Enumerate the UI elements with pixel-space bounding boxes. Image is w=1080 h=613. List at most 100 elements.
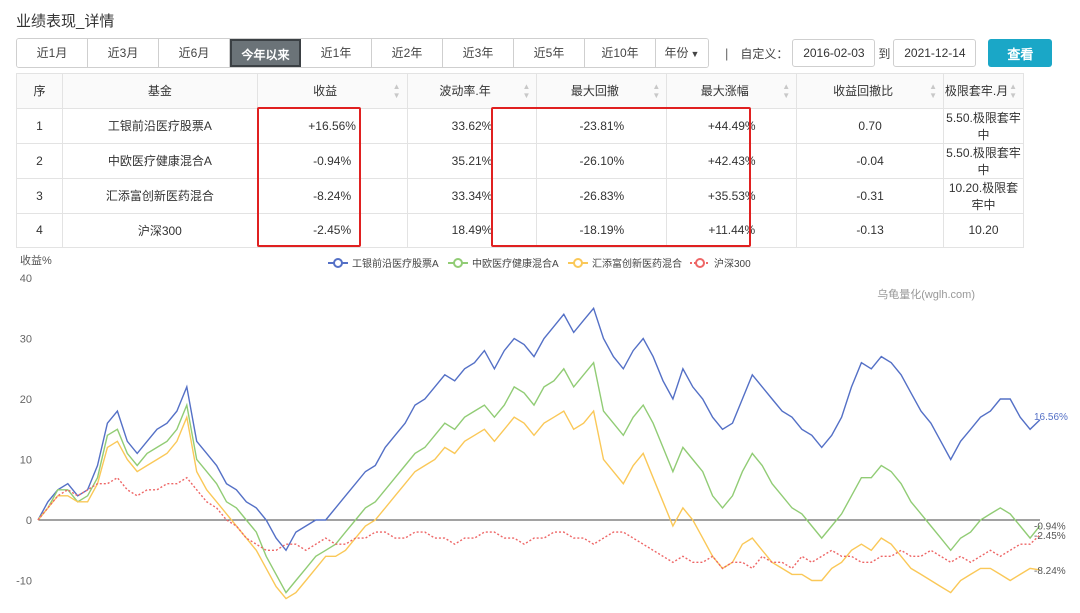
legend-entry: 中欧医疗健康混合A: [472, 257, 559, 270]
period-ytd-button[interactable]: 今年以来: [230, 39, 301, 67]
ratio-cell: 0.70: [796, 107, 945, 144]
fund-link[interactable]: 工银前沿医疗股票A: [61, 107, 258, 144]
sort-icon[interactable]: ▲ ▼: [392, 81, 401, 100]
col-max-gain-header[interactable]: 最大涨幅 ▲ ▼: [666, 73, 798, 109]
max-gain-cell: +42.43%: [666, 142, 798, 179]
legend-swatch-marker: [695, 258, 705, 268]
col-trap-header[interactable]: 极限套牢.月 ▲ ▼: [943, 73, 1024, 109]
watermark: 乌龟量化(wglh.com): [877, 287, 975, 301]
return-cell: -8.24%: [256, 177, 408, 214]
trap-cell: 10.20.极限套牢中: [943, 177, 1024, 214]
col-trap-label: 极限套牢.月: [944, 83, 1009, 98]
ratio-cell: -0.04: [796, 142, 945, 179]
period-1y-button[interactable]: 近1年: [301, 39, 372, 67]
legend-entry: 汇添富创新医药混合: [592, 257, 682, 270]
series-end-label: -0.94%: [1034, 522, 1066, 533]
col-ratio-header[interactable]: 收益回撤比 ▲ ▼: [796, 73, 945, 109]
max-gain-cell: +11.44%: [666, 212, 798, 248]
series-end-label: 16.56%: [1034, 412, 1068, 423]
fund-link[interactable]: 沪深300: [61, 212, 258, 248]
col-volatility-header[interactable]: 波动率.年 ▲ ▼: [406, 73, 538, 109]
table-header-row: 序 基金 收益 ▲ ▼ 波动率.年 ▲ ▼ 最大回撤 ▲ ▼ 最大涨幅 ▲ ▼ 收益回撤比 ▲ ▼ …: [16, 73, 1024, 109]
custom-range-label: 自定义：: [740, 46, 789, 61]
legend-swatch-marker: [333, 258, 343, 268]
trap-cell: 5.50.极限套牢中: [943, 107, 1024, 144]
sort-icon[interactable]: ▲ ▼: [522, 81, 531, 100]
year-dropdown-label: 年份: [664, 46, 689, 60]
period-group: 近1月 近3月 近6月 今年以来 近1年 近2年 近3年 近5年 近10年 年份…: [16, 38, 709, 68]
to-label: 到: [878, 46, 891, 61]
y-tick-label: 0: [26, 515, 32, 527]
volatility-cell: 33.34%: [406, 177, 538, 214]
series-line: [37, 476, 1041, 570]
table-row: 4 沪深300 -2.45% 18.49% -18.19% +11.44% -0…: [16, 212, 1024, 248]
trap-cell: 5.50.极限套牢中: [943, 142, 1024, 179]
period-3y-button[interactable]: 近3年: [443, 39, 514, 67]
period-2y-button[interactable]: 近2年: [372, 39, 443, 67]
sort-icon[interactable]: ▲ ▼: [1009, 81, 1017, 100]
series-end-label: -8.24%: [1034, 566, 1066, 577]
y-tick-label: 10: [20, 455, 32, 467]
col-return-header[interactable]: 收益 ▲ ▼: [256, 73, 408, 109]
col-return-label: 收益: [313, 83, 338, 98]
page-title: 业绩表现_详情: [16, 13, 115, 30]
period-1m-button[interactable]: 近1月: [17, 39, 88, 67]
return-cell: -0.94%: [256, 142, 408, 179]
row-index: 4: [16, 212, 63, 248]
query-button[interactable]: 查看: [988, 39, 1053, 67]
table-row: 2 中欧医疗健康混合A -0.94% 35.21% -26.10% +42.43…: [16, 142, 1024, 179]
volatility-cell: 18.49%: [406, 212, 538, 248]
legend-swatch-marker: [573, 258, 583, 268]
period-5y-button[interactable]: 近5年: [514, 39, 585, 67]
date-to-input[interactable]: [893, 39, 977, 67]
max-drawdown-cell: -23.81%: [536, 107, 668, 144]
period-3m-button[interactable]: 近3月: [88, 39, 159, 67]
volatility-cell: 35.21%: [406, 142, 538, 179]
max-gain-cell: +35.53%: [666, 177, 798, 214]
y-tick-label: -10: [16, 576, 32, 588]
fund-link[interactable]: 汇添富创新医药混合: [61, 177, 258, 214]
series-line: [37, 361, 1041, 594]
y-axis-label: 收益%: [20, 253, 52, 267]
col-max-gain-label: 最大涨幅: [700, 83, 749, 98]
sort-icon[interactable]: ▲ ▼: [929, 81, 938, 100]
fund-link[interactable]: 中欧医疗健康混合A: [61, 142, 258, 179]
trap-cell: 10.20: [943, 212, 1024, 248]
row-index: 2: [16, 142, 63, 179]
divider: |: [725, 45, 729, 61]
sort-icon[interactable]: ▲ ▼: [782, 81, 791, 100]
year-dropdown[interactable]: 年份 ▼: [656, 39, 708, 67]
col-index-header: 序: [16, 73, 63, 109]
row-index: 3: [16, 177, 63, 214]
return-cell: -2.45%: [256, 212, 408, 248]
performance-table: 序 基金 收益 ▲ ▼ 波动率.年 ▲ ▼ 最大回撤 ▲ ▼ 最大涨幅 ▲ ▼ 收益回撤比 ▲ ▼ …: [16, 73, 1024, 248]
sort-icon[interactable]: ▲ ▼: [652, 81, 661, 100]
date-from-input[interactable]: [792, 39, 876, 67]
toolbar: 近1月 近3月 近6月 今年以来 近1年 近2年 近3年 近5年 近10年 年份…: [16, 38, 1053, 68]
legend-swatch-marker: [453, 258, 463, 268]
series-line: [37, 409, 1041, 600]
row-index: 1: [16, 107, 63, 144]
col-max-drawdown-header[interactable]: 最大回撤 ▲ ▼: [536, 73, 668, 109]
volatility-cell: 33.62%: [406, 107, 538, 144]
max-gain-cell: +44.49%: [666, 107, 798, 144]
series-end-label: -2.45%: [1034, 531, 1066, 542]
col-fund-header: 基金: [61, 73, 258, 109]
y-tick-label: 20: [20, 394, 32, 406]
legend-entry: 沪深300: [714, 257, 751, 270]
chart-svg: 收益% 40 30 20 10 0 -10 乌龟量化(wglh.com) 工银前沿医疗股票A 中欧…: [16, 253, 1068, 600]
col-ratio-label: 收益回撤比: [833, 83, 894, 98]
y-tick-label: 40: [20, 273, 32, 285]
period-6m-button[interactable]: 近6月: [159, 39, 230, 67]
max-drawdown-cell: -18.19%: [536, 212, 668, 248]
performance-chart: 收益% 40 30 20 10 0 -10 乌龟量化(wglh.com) 工银前沿医疗股票A 中欧…: [0, 250, 1080, 613]
series-line: [37, 306, 1041, 552]
col-volatility-label: 波动率.年: [439, 83, 491, 98]
y-tick-label: 30: [20, 334, 32, 346]
chevron-down-icon: ▼: [690, 49, 700, 59]
period-10y-button[interactable]: 近10年: [585, 39, 656, 67]
legend-entry: 工银前沿医疗股票A: [352, 257, 439, 270]
max-drawdown-cell: -26.83%: [536, 177, 668, 214]
max-drawdown-cell: -26.10%: [536, 142, 668, 179]
col-max-drawdown-label: 最大回撤: [570, 83, 619, 98]
